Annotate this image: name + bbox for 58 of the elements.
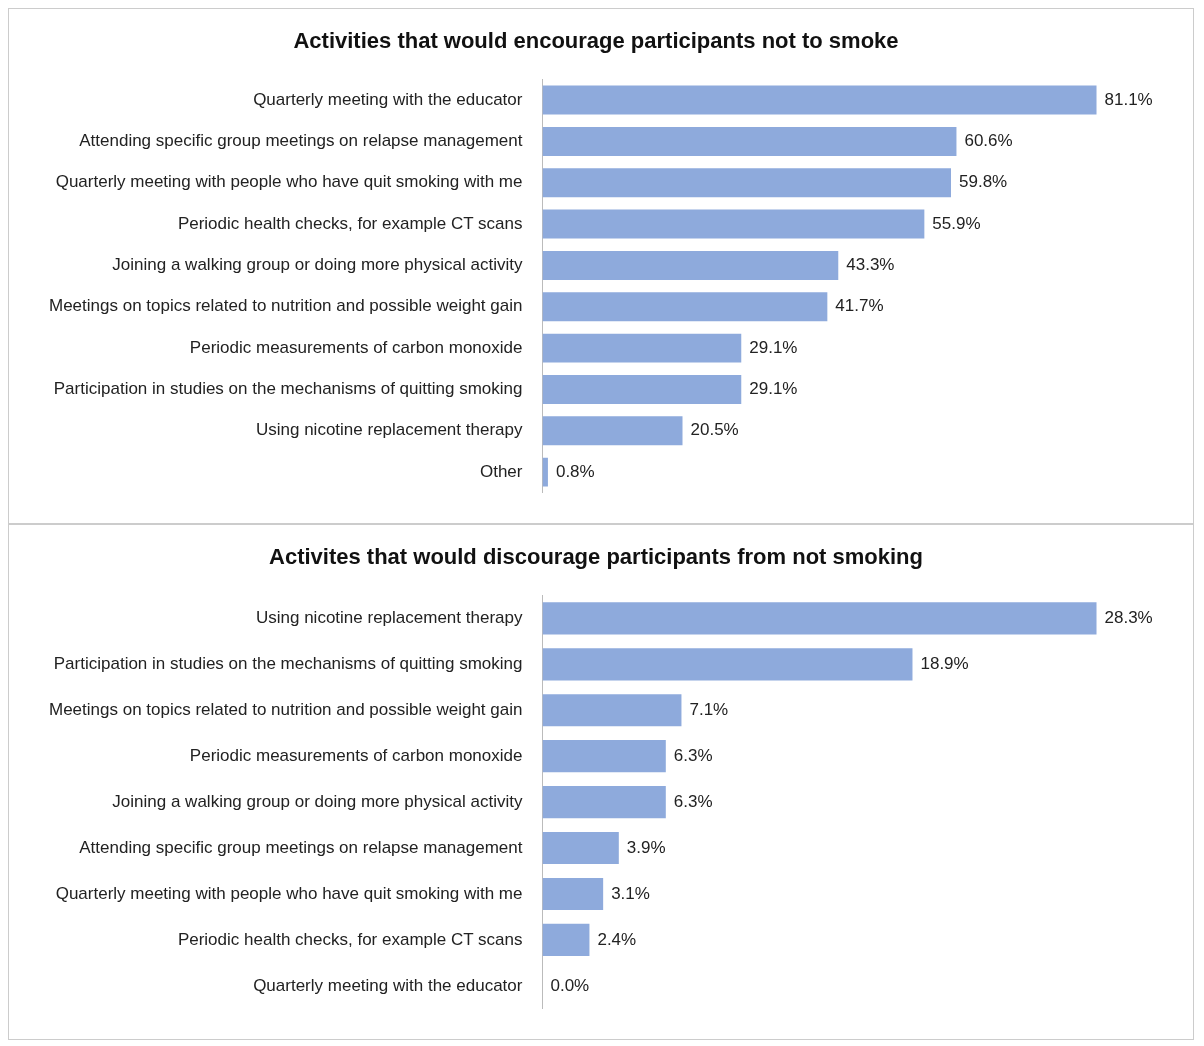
y-tick-label: Periodic health checks, for example CT scans xyxy=(177,929,523,949)
bar xyxy=(542,877,604,911)
y-tick-label: Meetings on topics related to nutrition and possible weight gain xyxy=(48,296,523,316)
y-tick-label: Quarterly meeting with people who have quit smoking with me xyxy=(55,883,523,903)
data-label: 43.3% xyxy=(846,255,895,275)
data-label: 29.1% xyxy=(749,379,798,399)
bar xyxy=(542,786,666,819)
bar xyxy=(542,416,683,446)
bar xyxy=(542,168,951,198)
bar xyxy=(542,333,742,363)
data-label: 3.1% xyxy=(611,883,650,903)
data-label: 18.9% xyxy=(920,653,969,673)
y-tick-label: Attending specific group meetings on relapse management xyxy=(79,837,523,857)
y-tick-label: Attending specific group meetings on relapse management xyxy=(79,131,523,151)
data-label: 59.8% xyxy=(959,172,1008,192)
data-label: 2.4% xyxy=(597,929,637,949)
chart-title: Activities that would encourage participants not to smoke xyxy=(293,28,899,54)
data-label: 0.8% xyxy=(555,461,595,481)
y-tick-label: Participation in studies on the mechanisms of quitting smoking xyxy=(53,379,523,399)
data-label: 28.3% xyxy=(1104,608,1153,628)
y-tick-label: Quarterly meeting with people who have quit smoking with me xyxy=(55,172,523,192)
data-label: 0.0% xyxy=(550,975,590,995)
bar xyxy=(542,126,957,156)
y-tick-label: Participation in studies on the mechanisms of quitting smoking xyxy=(53,653,523,673)
y-tick-label: Quarterly meeting with the educator xyxy=(253,975,523,995)
bar xyxy=(542,831,619,865)
bar xyxy=(542,923,590,956)
chart-title: Activites that would discourage participants from not smoking xyxy=(269,544,923,570)
bar xyxy=(542,292,828,322)
y-tick-label: Periodic measurements of carbon monoxide xyxy=(189,745,523,765)
data-label: 29.1% xyxy=(749,337,798,357)
bar xyxy=(542,457,548,487)
bar xyxy=(542,250,839,280)
y-tick-label: Using nicotine replacement therapy xyxy=(255,608,523,628)
y-tick-label: Periodic health checks, for example CT scans xyxy=(177,213,523,233)
bar xyxy=(542,85,1097,115)
bar xyxy=(542,209,925,239)
y-tick-label: Quarterly meeting with the educator xyxy=(253,89,523,109)
data-label: 81.1% xyxy=(1104,89,1153,109)
bar xyxy=(542,740,666,773)
data-label: 20.5% xyxy=(690,420,739,440)
bar xyxy=(542,648,913,681)
data-label: 41.7% xyxy=(835,296,884,316)
y-tick-label: Other xyxy=(479,461,523,481)
bar xyxy=(542,374,742,404)
data-label: 60.6% xyxy=(964,131,1013,151)
y-tick-label: Joining a walking group or doing more physical activity xyxy=(112,791,523,811)
y-tick-label: Using nicotine replacement therapy xyxy=(255,420,523,440)
data-label: 3.9% xyxy=(626,837,666,857)
y-tick-label: Periodic measurements of carbon monoxide xyxy=(189,337,523,357)
data-label: 6.3% xyxy=(673,745,713,765)
y-tick-label: Joining a walking group or doing more physical activity xyxy=(112,255,523,275)
data-label: 6.3% xyxy=(673,791,713,811)
data-label: 7.1% xyxy=(689,699,729,719)
data-label: 55.9% xyxy=(932,213,981,233)
y-tick-label: Meetings on topics related to nutrition and possible weight gain xyxy=(48,699,523,719)
bar xyxy=(542,602,1097,635)
bar xyxy=(542,694,682,727)
